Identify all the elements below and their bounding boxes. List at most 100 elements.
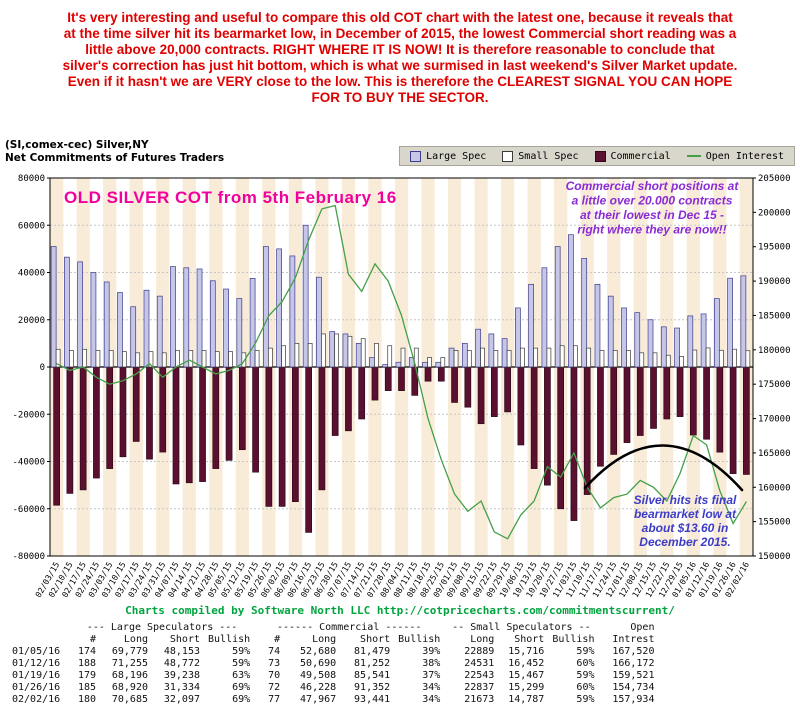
- table-cell: 59%: [576, 670, 595, 681]
- bar-commercial: [716, 366, 724, 453]
- bar-small-spec: [201, 350, 207, 368]
- table-cell: 188: [77, 658, 96, 669]
- bar-commercial: [53, 366, 60, 506]
- table-cell: 34%: [422, 694, 441, 705]
- table-cell: 50,690: [300, 658, 337, 669]
- bar-small-spec: [148, 351, 154, 368]
- table-cell: Bullish: [398, 634, 441, 645]
- legend-box-icon: [502, 150, 514, 162]
- svg-text:190000: 190000: [758, 277, 791, 287]
- bar-small-spec: [69, 350, 74, 368]
- bar-large-spec: [568, 234, 574, 368]
- bar-small-spec: [520, 347, 525, 368]
- bar-large-spec: [50, 246, 57, 368]
- bar-small-spec: [652, 352, 658, 368]
- svg-text:195000: 195000: [758, 243, 791, 253]
- bar-commercial: [66, 366, 74, 494]
- svg-text:-20000: -20000: [12, 410, 45, 420]
- table-row: 01/26/16 185 68,920 31,334 69% 72 46,228 91,352…: [8, 682, 658, 694]
- table-cell: 154,734: [612, 682, 655, 693]
- bar-small-spec: [400, 347, 406, 368]
- bar-large-spec: [528, 283, 534, 368]
- bar-large-spec: [103, 281, 110, 368]
- bar-small-spec: [705, 347, 711, 368]
- table-cell: 179: [77, 670, 96, 681]
- x-axis-labels: 02/03/1502/10/1502/17/1502/24/1503/03/15…: [33, 560, 751, 599]
- bar-commercial: [318, 366, 326, 491]
- bar-large-spec: [621, 307, 627, 368]
- svg-text:bearmarket low at: bearmarket low at: [634, 507, 737, 521]
- left-axis-labels: 80000 60000 40000 20000 0 -20000 -40000 -60000 -…: [12, 174, 50, 562]
- table-cell: 70: [268, 670, 281, 681]
- bar-large-spec: [117, 292, 123, 368]
- table-cell: 01/26/16: [12, 682, 61, 693]
- bar-commercial: [676, 366, 684, 417]
- chart-subtitle: Net Commitments of Futures Traders: [5, 152, 225, 164]
- bar-small-spec: [626, 350, 631, 368]
- legend-line-icon: [686, 155, 701, 157]
- legend-item-open-interest: Open Interest: [686, 150, 784, 162]
- svg-text:155000: 155000: [758, 518, 791, 528]
- legend-item-commercial: Commercial: [594, 150, 671, 162]
- bar-small-spec: [82, 348, 88, 368]
- bar-large-spec: [660, 326, 667, 368]
- svg-text:180000: 180000: [758, 346, 791, 356]
- bar-commercial: [185, 366, 193, 484]
- bar-large-spec: [448, 347, 455, 368]
- svg-text:a little over 20.000 contracts: a little over 20.000 contracts: [572, 194, 733, 208]
- table-cell: 47,967: [300, 694, 337, 705]
- bar-large-spec: [223, 288, 229, 368]
- bar-commercial: [530, 366, 538, 469]
- bar-large-spec: [687, 315, 694, 368]
- bar-small-spec: [387, 345, 393, 368]
- table-cell: Intrest: [612, 634, 655, 645]
- bar-small-spec: [573, 345, 578, 368]
- bar-large-spec: [263, 246, 269, 368]
- bar-large-spec: [170, 266, 176, 368]
- table-cell: Bullish: [208, 634, 251, 645]
- bar-small-spec: [175, 350, 180, 368]
- bar-small-spec: [732, 348, 737, 368]
- bar-small-spec: [546, 347, 552, 368]
- table-cell: 15,299: [508, 682, 545, 693]
- overlay-title: OLD SILVER COT from 5th February 16: [64, 188, 397, 207]
- bar-commercial: [464, 366, 472, 408]
- table-cell: #: [274, 634, 281, 645]
- svg-text:0: 0: [40, 363, 45, 373]
- bar-large-spec: [607, 295, 614, 368]
- legend-label: Open Interest: [705, 150, 784, 162]
- bar-small-spec: [268, 347, 273, 368]
- bar-commercial: [477, 366, 485, 425]
- bar-commercial: [132, 366, 140, 442]
- bar-small-spec: [466, 350, 472, 368]
- legend-item-large-spec: Large Spec: [410, 150, 486, 162]
- svg-text:160000: 160000: [758, 483, 791, 493]
- table-cell: 68,920: [111, 682, 148, 693]
- bar-small-spec: [453, 350, 459, 368]
- table-cell: Short: [169, 634, 200, 645]
- bar-commercial: [437, 366, 445, 382]
- table-cell: 60%: [576, 682, 595, 693]
- table-cell: 24531: [464, 658, 495, 669]
- bar-commercial: [610, 366, 618, 455]
- cot-table: --- Large Speculators --- ------ Commerci…: [8, 622, 658, 706]
- table-cell: 69%: [232, 694, 251, 705]
- legend-item-small-spec: Small Spec: [502, 150, 579, 162]
- bar-commercial: [106, 366, 114, 469]
- table-cell: 93,441: [354, 694, 391, 705]
- table-cell: Long: [312, 634, 337, 645]
- table-cell: --- Large Speculators ---: [86, 622, 238, 633]
- table-cell: 69,779: [111, 646, 148, 657]
- bar-small-spec: [665, 354, 671, 368]
- table-cell: 59%: [232, 658, 251, 669]
- svg-text:-40000: -40000: [12, 458, 45, 468]
- bar-large-spec: [183, 267, 190, 368]
- table-cell: 185: [77, 682, 96, 693]
- table-cell: 167,520: [612, 646, 655, 657]
- bar-large-spec: [236, 298, 243, 368]
- table-cell: 39,238: [163, 670, 200, 681]
- svg-text:about $13.60 in: about $13.60 in: [642, 521, 729, 535]
- svg-text:165000: 165000: [758, 449, 791, 459]
